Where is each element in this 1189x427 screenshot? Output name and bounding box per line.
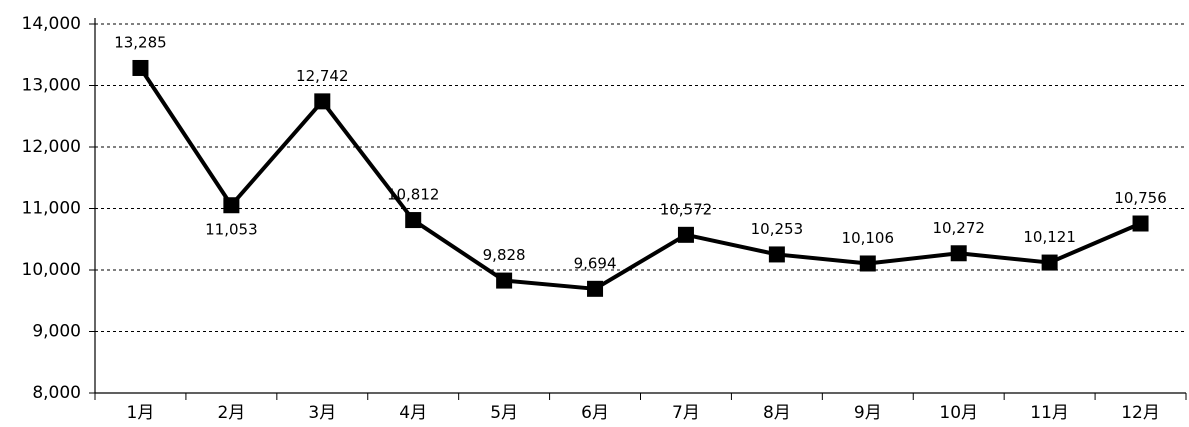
data-label: 11,053 <box>205 221 258 239</box>
point-marker <box>677 226 694 243</box>
point-marker <box>1132 215 1149 232</box>
point-marker <box>496 272 513 289</box>
y-tick-label: 9,000 <box>32 322 81 342</box>
data-label: 10,572 <box>660 200 713 218</box>
x-tick-label: 10月 <box>939 403 978 423</box>
data-label: 10,272 <box>932 219 985 237</box>
point-marker <box>405 212 422 229</box>
x-tick-label: 9月 <box>854 403 882 423</box>
x-tick-label: 12月 <box>1121 403 1160 423</box>
x-tick-label: 8月 <box>763 403 791 423</box>
point-marker <box>223 197 240 214</box>
x-tick-label: 5月 <box>490 403 518 423</box>
y-tick-label: 13,000 <box>22 76 81 96</box>
y-tick-label: 8,000 <box>32 383 81 403</box>
point-marker <box>132 59 149 76</box>
data-label: 10,121 <box>1023 228 1076 246</box>
point-marker <box>314 93 331 110</box>
y-tick-label: 12,000 <box>22 137 81 157</box>
data-label: 12,742 <box>296 67 349 85</box>
data-label: 9,828 <box>483 246 526 264</box>
y-tick-label: 14,000 <box>22 14 81 34</box>
point-marker <box>950 245 967 262</box>
data-label: 10,253 <box>751 220 804 238</box>
x-tick-label: 11月 <box>1030 403 1069 423</box>
point-marker <box>768 246 785 263</box>
data-label: 10,106 <box>842 229 895 247</box>
data-label: 10,756 <box>1114 189 1167 207</box>
data-label: 10,812 <box>387 186 440 204</box>
x-tick-label: 4月 <box>399 403 427 423</box>
x-tick-label: 3月 <box>308 403 336 423</box>
point-marker <box>587 280 604 297</box>
point-marker <box>859 255 876 272</box>
y-tick-label: 11,000 <box>22 199 81 219</box>
x-tick-label: 2月 <box>217 403 245 423</box>
x-tick-label: 1月 <box>127 403 155 423</box>
point-marker <box>1041 254 1058 271</box>
x-tick-label: 6月 <box>581 403 609 423</box>
series-line <box>138 66 1142 291</box>
data-label: 13,285 <box>114 33 167 51</box>
x-tick-label: 7月 <box>672 403 700 423</box>
y-tick-label: 10,000 <box>22 260 81 280</box>
data-label: 9,694 <box>574 254 617 272</box>
